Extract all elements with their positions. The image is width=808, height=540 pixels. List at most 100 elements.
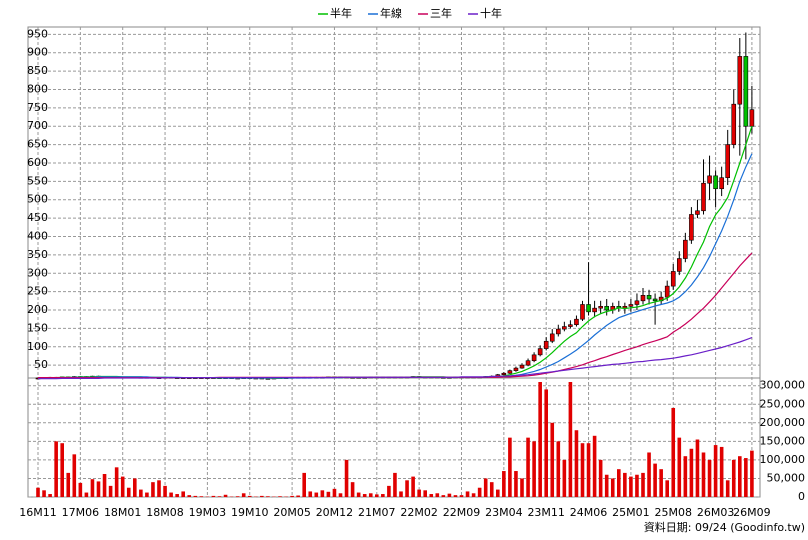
candle-body xyxy=(513,367,519,371)
candle-body xyxy=(731,103,737,145)
x-tick-label: 21M07 xyxy=(358,506,396,519)
candle-body xyxy=(652,298,658,302)
volume-bar xyxy=(90,479,95,497)
volume-bar xyxy=(738,456,742,497)
volume-bar xyxy=(78,482,83,497)
volume-bar xyxy=(526,437,530,497)
volume-bar xyxy=(145,492,149,497)
volume-bar xyxy=(580,443,585,497)
volume-bar xyxy=(647,452,651,497)
candle-body xyxy=(670,271,676,287)
volume-bar xyxy=(133,478,137,497)
volume-bar xyxy=(689,448,694,497)
x-tick-label: 23M04 xyxy=(485,506,523,519)
x-tick-label: 23M11 xyxy=(527,506,565,519)
candle-body xyxy=(646,295,652,300)
volume-bar xyxy=(429,494,434,497)
volume-bar xyxy=(520,478,524,497)
candle-body xyxy=(525,360,531,366)
volume-bar xyxy=(108,485,113,497)
x-tick-label: 22M09 xyxy=(443,506,481,519)
volume-bar xyxy=(592,435,597,497)
y-tick-label: 550 xyxy=(27,174,48,187)
volume-bar xyxy=(151,482,155,497)
legend-label: 三年 xyxy=(430,6,452,20)
volume-bar xyxy=(653,463,657,497)
volume-bar xyxy=(181,491,185,497)
volume-bar xyxy=(393,472,397,497)
x-tick-label: 20M12 xyxy=(316,506,354,519)
volume-bar xyxy=(598,459,603,497)
y2-tick-label: 250,000 xyxy=(760,397,806,410)
x-tick-label: 25M01 xyxy=(612,506,650,519)
volume-bar xyxy=(235,496,240,497)
volume-bar xyxy=(411,476,415,497)
volume-bar xyxy=(169,492,173,497)
y2-tick-label: 50,000 xyxy=(767,471,806,484)
volume-bar xyxy=(707,459,712,497)
candle-body xyxy=(580,304,585,320)
volume-bar xyxy=(96,481,101,497)
volume-bar xyxy=(332,488,337,497)
volume-bar xyxy=(695,439,700,497)
x-tick-label: 26M03 xyxy=(697,506,735,519)
candle-body xyxy=(749,109,755,127)
volume-bar xyxy=(36,487,40,497)
volume-bar xyxy=(677,437,682,497)
volume-bar xyxy=(126,487,131,497)
volume-bar xyxy=(586,443,591,497)
volume-bar xyxy=(72,454,77,497)
volume-bar xyxy=(368,493,373,497)
footer: 資料日期: 09/24 (Goodinfo.tw) xyxy=(644,520,805,534)
volume-bar xyxy=(175,494,179,497)
x-tick-label: 25M08 xyxy=(655,506,693,519)
volume-bar xyxy=(635,474,639,497)
y2-tick-label: 150,000 xyxy=(760,434,806,447)
volume-bar xyxy=(544,389,548,497)
y-tick-label: 400 xyxy=(27,229,48,242)
candle-body xyxy=(519,364,525,369)
volume-bar xyxy=(423,490,427,497)
volume-bar xyxy=(320,490,325,497)
x-tick-label: 18M01 xyxy=(104,506,142,519)
volume-bar xyxy=(550,422,555,497)
volume-bar xyxy=(241,493,246,497)
volume-bar xyxy=(48,494,52,497)
candle-body xyxy=(604,306,610,311)
volume-bar xyxy=(356,492,361,497)
volume-bar xyxy=(350,482,355,497)
x-tick-label: 18M08 xyxy=(146,506,184,519)
candle-body xyxy=(568,324,573,327)
x-tick-label: 20M05 xyxy=(273,506,311,519)
volume-bar xyxy=(302,472,306,497)
y2-tick-label: 200,000 xyxy=(760,416,806,429)
y-tick-label: 700 xyxy=(27,119,48,132)
volume-bar xyxy=(290,495,294,497)
y-tick-label: 100 xyxy=(27,340,48,353)
x-tick-label: 24M06 xyxy=(570,506,608,519)
candle-body xyxy=(743,56,749,127)
volume-bar xyxy=(247,495,252,497)
volume-bar xyxy=(719,446,724,497)
volume-bar xyxy=(405,480,409,497)
legend-label: 十年 xyxy=(480,6,502,20)
volume-bar xyxy=(296,495,300,497)
candle-body xyxy=(628,304,634,307)
candle-body xyxy=(664,285,670,298)
volume-bar xyxy=(42,490,46,497)
candle-body xyxy=(598,306,603,309)
volume-bar xyxy=(417,489,421,497)
volume-bar xyxy=(744,458,748,497)
candle-body xyxy=(549,333,555,342)
candle-body xyxy=(695,210,700,215)
candle-body xyxy=(737,56,743,105)
candle-body xyxy=(701,182,706,212)
candle-body xyxy=(507,370,513,374)
volume-bar xyxy=(471,493,476,497)
volume-bar xyxy=(114,467,119,497)
volume-bar xyxy=(750,450,754,497)
candle-body xyxy=(501,372,507,375)
candle-body xyxy=(634,300,640,305)
volume-bar xyxy=(84,492,89,497)
